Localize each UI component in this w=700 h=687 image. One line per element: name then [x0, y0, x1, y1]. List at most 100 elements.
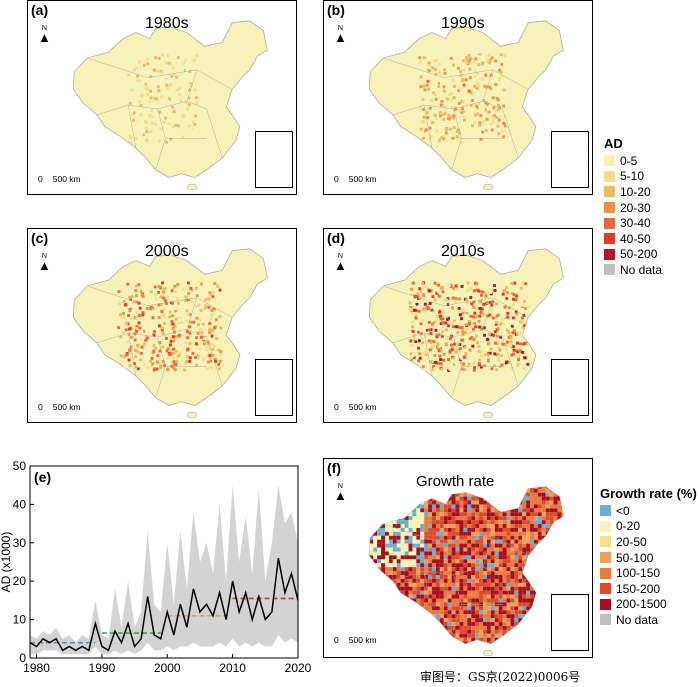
growth-cell — [432, 559, 436, 564]
growth-cell — [510, 516, 515, 521]
ad-cell — [137, 321, 141, 325]
ad-cell — [429, 341, 433, 345]
growth-cell — [385, 582, 389, 587]
ad-cell — [191, 120, 195, 124]
growth-cell — [392, 512, 397, 517]
ad-cell — [484, 73, 488, 77]
ad-cell — [184, 295, 188, 299]
growth-cell — [400, 622, 405, 626]
growth-cell — [439, 598, 444, 603]
growth-cell — [545, 641, 550, 644]
growth-cell — [463, 567, 468, 572]
ad-cell — [482, 120, 486, 124]
ad-cell — [471, 327, 475, 331]
growth-cell — [392, 610, 397, 615]
ad-cell — [470, 302, 474, 306]
growth-cell — [369, 575, 370, 579]
ad-cell — [413, 304, 416, 308]
growth-cell — [385, 535, 389, 540]
growth-cell — [443, 578, 448, 583]
growth-cell — [549, 539, 554, 544]
growth-legend-item: 0-20 — [600, 519, 697, 535]
growth-cell — [459, 500, 464, 505]
growth-cell — [369, 535, 374, 540]
ad-cell — [169, 352, 173, 356]
growth-cell — [408, 610, 413, 615]
growth-cell — [388, 559, 393, 564]
growth-cell — [420, 516, 425, 521]
ad-cell — [159, 366, 162, 370]
growth-cell — [475, 539, 480, 544]
ad-cell — [423, 302, 427, 306]
ad-cell — [130, 335, 134, 339]
growth-cell — [392, 590, 397, 595]
growth-cell — [369, 516, 374, 521]
growth-cell — [428, 535, 433, 540]
growth-cell — [439, 614, 444, 619]
ad-cell — [501, 129, 505, 133]
growth-cell — [557, 575, 562, 579]
growth-cell — [541, 555, 546, 560]
china-outline — [368, 20, 564, 179]
growth-cell — [545, 559, 550, 564]
ad-cell — [460, 93, 464, 97]
growth-cell — [541, 524, 546, 528]
growth-cell — [373, 590, 378, 595]
growth-cell — [541, 539, 546, 544]
growth-cell — [404, 567, 409, 572]
ad-cell — [475, 106, 479, 110]
ad-cell — [178, 294, 182, 298]
growth-cell — [537, 582, 542, 587]
growth-cell — [435, 598, 440, 603]
growth-cell — [420, 629, 425, 634]
ad-cell — [452, 96, 456, 99]
growth-cell — [459, 618, 464, 623]
growth-cell — [443, 606, 448, 611]
ad-cell — [496, 313, 500, 317]
growth-cell — [459, 539, 464, 544]
growth-cell — [553, 547, 558, 552]
ad-cell — [213, 357, 217, 361]
growth-cell — [416, 629, 421, 634]
growth-cell — [388, 610, 393, 615]
y-tick-label: 10 — [13, 613, 27, 627]
growth-cell — [541, 586, 546, 591]
growth-cell — [502, 622, 507, 626]
ad-cell — [196, 331, 200, 335]
growth-cell — [435, 633, 440, 638]
growth-cell — [463, 527, 468, 532]
growth-cell — [400, 527, 405, 532]
province-border — [186, 100, 223, 159]
growth-cell — [530, 535, 534, 540]
growth-cell — [424, 633, 429, 638]
ad-cell — [419, 322, 423, 326]
growth-cell — [553, 582, 558, 587]
growth-cell — [475, 496, 480, 501]
growth-cell — [467, 520, 472, 525]
growth-cell — [479, 531, 483, 536]
growth-cell — [479, 512, 483, 517]
growth-cell — [545, 539, 550, 544]
growth-cell — [510, 504, 515, 509]
growth-cell — [377, 551, 382, 556]
growth-cell — [463, 614, 468, 619]
ad-cell — [206, 367, 210, 371]
ad-cell — [447, 113, 451, 117]
ad-cell — [430, 360, 434, 364]
ad-cell — [448, 117, 452, 121]
ad-cell — [497, 321, 501, 325]
growth-cell — [435, 594, 440, 599]
growth-cell — [491, 646, 495, 650]
growth-cell — [369, 614, 370, 619]
ad-cell — [139, 289, 142, 293]
growth-cell — [522, 547, 527, 552]
growth-cell — [435, 559, 440, 564]
ad-cell — [210, 329, 214, 332]
growth-cell — [537, 520, 542, 525]
growth-cell — [373, 496, 378, 501]
growth-cell — [400, 590, 405, 595]
growth-cell — [530, 555, 534, 560]
ad-cell — [211, 295, 215, 299]
growth-cell — [432, 641, 436, 644]
y-tick-label: 20 — [13, 574, 27, 588]
